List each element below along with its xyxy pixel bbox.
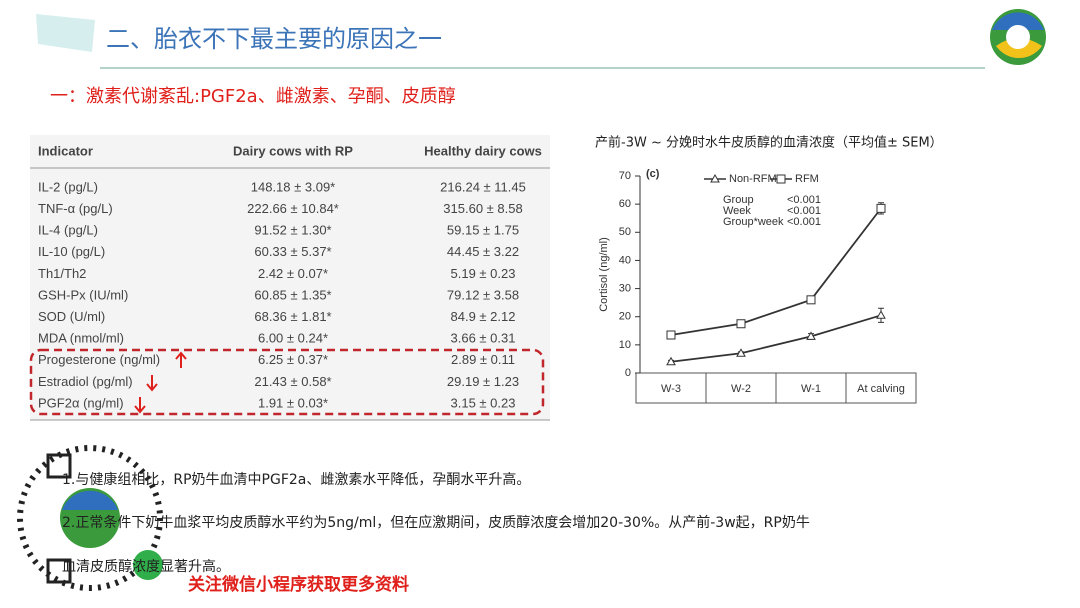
y-tick-label: 70 (619, 170, 631, 182)
table-cell: 84.9 ± 2.12 (451, 309, 516, 324)
table-cell: 3.66 ± 0.31 (451, 331, 516, 346)
stat-value: <0.001 (787, 194, 821, 206)
table-cell: 44.45 ± 3.22 (447, 244, 519, 259)
stat-label: Group (723, 194, 754, 206)
table-header: Dairy cows with RP (233, 143, 353, 158)
stat-label: Week (723, 205, 751, 217)
table-cell: 79.12 ± 3.58 (447, 287, 519, 302)
legend-label: Non-RFM (729, 173, 777, 185)
table-cell: 6.00 ± 0.24* (258, 331, 328, 346)
table-cell: 21.43 ± 0.58* (254, 374, 331, 389)
table-cell: 29.19 ± 1.23 (447, 374, 519, 389)
table-cell: 222.66 ± 10.84* (247, 201, 339, 216)
table-cell: 5.19 ± 0.23 (451, 266, 516, 281)
footer-cta[interactable]: 关注微信小程序获取更多资料 (188, 574, 409, 595)
table-cell: Progesterone (ng/ml) (38, 352, 160, 367)
table-cell: IL-2 (pg/L) (38, 179, 98, 194)
table-cell: IL-10 (pg/L) (38, 244, 105, 259)
table-cell: 1.91 ± 0.03* (258, 395, 328, 410)
table-background (30, 135, 550, 420)
table-cell: 60.85 ± 1.35* (254, 287, 331, 302)
table-cell: 91.52 ± 1.30* (254, 223, 331, 238)
table-cell: 59.15 ± 1.75 (447, 223, 519, 238)
table-header: Indicator (38, 143, 93, 158)
table-cell: PGF2α (ng/ml) (38, 395, 124, 410)
table-cell: 3.15 ± 0.23 (451, 395, 516, 410)
data-point (806, 295, 816, 305)
y-tick-label: 10 (619, 339, 631, 351)
section-subtitle: 一：激素代谢紊乱:PGF2a、雌激素、孕酮、皮质醇 (50, 86, 456, 107)
table-cell: Th1/Th2 (38, 266, 86, 281)
x-tick-label: W-2 (731, 383, 751, 395)
panel-label: (c) (646, 168, 660, 180)
y-axis-label: Cortisol (ng/ml) (598, 237, 610, 312)
legend-label: RFM (795, 173, 819, 185)
data-point (876, 203, 886, 213)
data-point (776, 174, 786, 184)
series-line (670, 314, 882, 363)
chart-title: 产前-3W ~ 分娩时水牛皮质醇的血清浓度（平均值± SEM） (595, 135, 943, 151)
slide-title: 二、胎衣不下最主要的原因之一 (106, 25, 442, 53)
qr-code (17, 445, 163, 591)
table-cell: TNF-α (pg/L) (38, 201, 113, 216)
stat-value: <0.001 (787, 205, 821, 217)
table-cell: GSH-Px (IU/ml) (38, 287, 128, 302)
data-point (876, 310, 886, 319)
table-cell: MDA (nmol/ml) (38, 331, 124, 346)
stat-label: Group*week (723, 216, 784, 228)
stat-value: <0.001 (787, 216, 821, 228)
series-line (670, 207, 882, 336)
data-point (736, 348, 746, 357)
x-tick-label: W-3 (661, 383, 681, 395)
table-cell: 60.33 ± 5.37* (254, 244, 331, 259)
table-cell: 68.36 ± 1.81* (254, 309, 331, 324)
table-cell: 2.42 ± 0.07* (258, 266, 328, 281)
table-cell: 2.89 ± 0.11 (451, 352, 515, 367)
header-decoration (36, 14, 95, 52)
trend-arrows (134, 351, 187, 414)
note: 血清皮质醇浓度显著升高。 (62, 558, 230, 575)
table-cell: 148.18 ± 3.09* (251, 179, 335, 194)
table-header: Healthy dairy cows (424, 143, 542, 158)
logo (990, 9, 1046, 65)
data-point (736, 319, 746, 329)
table-cell: 6.25 ± 0.37* (258, 352, 328, 367)
data-point (666, 356, 676, 366)
note: 1.与健康组相比，RP奶牛血清中PGF2a、雌激素水平降低，孕酮水平升高。 (62, 471, 530, 488)
y-tick-label: 50 (619, 226, 631, 238)
y-tick-label: 30 (619, 282, 631, 294)
y-tick-label: 0 (625, 367, 631, 379)
table-cell: 315.60 ± 8.58 (443, 201, 522, 216)
y-tick-label: 40 (619, 254, 631, 266)
data-point (710, 173, 720, 183)
note: 2.正常条件下奶牛血浆平均皮质醇水平约为5ng/ml，但在应激期间，皮质醇浓度会… (62, 514, 810, 531)
x-tick-label: At calving (857, 383, 905, 395)
data-point (666, 330, 676, 340)
y-tick-label: 20 (619, 311, 631, 323)
table-cell: Estradiol (pg/ml) (38, 374, 133, 389)
table-cell: 216.24 ± 11.45 (440, 179, 526, 194)
table-cell: IL-4 (pg/L) (38, 223, 98, 238)
table-cell: SOD (U/ml) (38, 309, 105, 324)
y-tick-label: 60 (619, 198, 631, 210)
highlight-box (29, 348, 545, 416)
x-tick-label: W-1 (801, 383, 821, 395)
data-point (806, 331, 816, 340)
